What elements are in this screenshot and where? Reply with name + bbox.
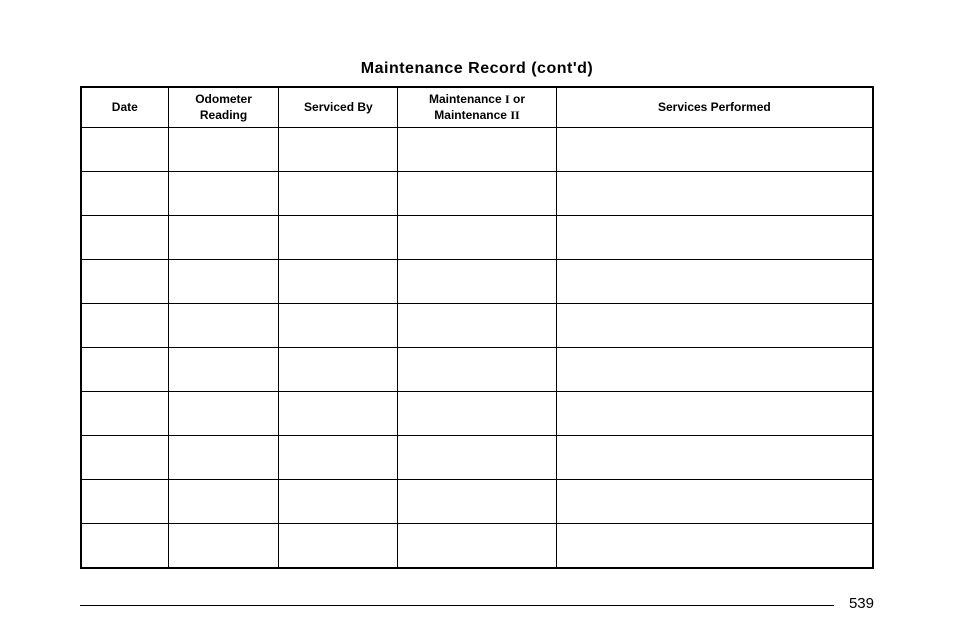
table-cell xyxy=(81,348,168,392)
table-cell xyxy=(81,216,168,260)
table-cell xyxy=(556,260,873,304)
table-row xyxy=(81,392,873,436)
table-cell xyxy=(168,216,279,260)
table-row xyxy=(81,260,873,304)
table-cell xyxy=(279,128,398,172)
table-cell xyxy=(81,172,168,216)
table-cell xyxy=(398,524,556,568)
maintenance-record-table: Date Odometer Reading Serviced By Mainte… xyxy=(80,86,874,569)
table-cell xyxy=(279,524,398,568)
page-title: Maintenance Record (cont'd) xyxy=(80,60,874,78)
page-number: 539 xyxy=(849,595,874,612)
column-header-date: Date xyxy=(81,87,168,128)
table-row xyxy=(81,128,873,172)
table-cell xyxy=(168,436,279,480)
maintenance-label-prefix2: Maintenance xyxy=(434,108,510,122)
page-footer: 539 xyxy=(80,605,874,606)
table-cell xyxy=(279,348,398,392)
table-cell xyxy=(81,392,168,436)
table-cell xyxy=(168,304,279,348)
table-row xyxy=(81,216,873,260)
table-cell xyxy=(556,436,873,480)
table-cell xyxy=(279,304,398,348)
table-cell xyxy=(398,260,556,304)
maintenance-label-prefix1: Maintenance xyxy=(429,92,505,106)
table-cell xyxy=(398,304,556,348)
table-cell xyxy=(279,480,398,524)
table-cell xyxy=(279,172,398,216)
table-cell xyxy=(81,480,168,524)
table-cell xyxy=(81,436,168,480)
table-cell xyxy=(556,128,873,172)
table-cell xyxy=(168,480,279,524)
footer-rule xyxy=(80,605,834,606)
table-cell xyxy=(398,216,556,260)
column-header-services-performed: Services Performed xyxy=(556,87,873,128)
table-cell xyxy=(398,436,556,480)
column-header-maintenance: Maintenance I or Maintenance II xyxy=(398,87,556,128)
table-cell xyxy=(398,128,556,172)
table-cell xyxy=(81,304,168,348)
table-cell xyxy=(556,304,873,348)
table-cell xyxy=(556,348,873,392)
table-cell xyxy=(398,480,556,524)
table-row xyxy=(81,480,873,524)
table-cell xyxy=(168,128,279,172)
table-cell xyxy=(168,348,279,392)
odometer-label-line1: Odometer xyxy=(195,92,252,106)
table-cell xyxy=(279,392,398,436)
table-cell xyxy=(556,480,873,524)
table-row xyxy=(81,436,873,480)
table-row xyxy=(81,172,873,216)
table-cell xyxy=(81,524,168,568)
column-header-serviced-by: Serviced By xyxy=(279,87,398,128)
table-cell xyxy=(168,260,279,304)
table-cell xyxy=(168,524,279,568)
roman-numeral-two: II xyxy=(510,108,519,122)
table-cell xyxy=(398,392,556,436)
table-cell xyxy=(279,260,398,304)
table-cell xyxy=(279,436,398,480)
table-row xyxy=(81,304,873,348)
table-cell xyxy=(398,172,556,216)
table-cell xyxy=(81,260,168,304)
table-cell xyxy=(279,216,398,260)
maintenance-label-or: or xyxy=(510,92,525,106)
table-cell xyxy=(398,348,556,392)
table-cell xyxy=(168,392,279,436)
table-row xyxy=(81,524,873,568)
table-cell xyxy=(556,216,873,260)
table-body xyxy=(81,128,873,568)
table-cell xyxy=(556,524,873,568)
table-cell xyxy=(556,172,873,216)
column-header-odometer: Odometer Reading xyxy=(168,87,279,128)
table-row xyxy=(81,348,873,392)
table-cell xyxy=(168,172,279,216)
table-cell xyxy=(556,392,873,436)
table-header-row: Date Odometer Reading Serviced By Mainte… xyxy=(81,87,873,128)
table-cell xyxy=(81,128,168,172)
odometer-label-line2: Reading xyxy=(200,108,247,122)
